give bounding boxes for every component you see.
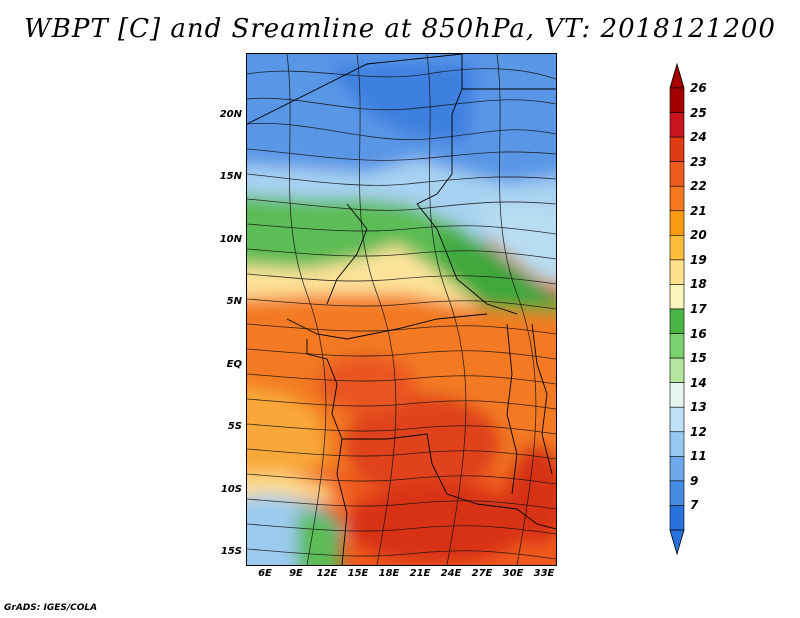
colorbar-swatch bbox=[669, 185, 685, 212]
colorbar-swatch bbox=[669, 456, 685, 482]
colorbar-swatch bbox=[669, 284, 685, 310]
colorbar-swatch bbox=[669, 406, 685, 433]
colorbar-level-label: 11 bbox=[690, 449, 707, 464]
lon-label-6e: 6E bbox=[258, 568, 272, 579]
colorbar-level-label: 17 bbox=[690, 302, 707, 316]
lat-label-5n: 5N bbox=[226, 296, 242, 307]
colorbar-bottom-arrow bbox=[669, 529, 685, 556]
colorbar-level-label: 24 bbox=[690, 130, 707, 145]
wbpt-field-map bbox=[247, 54, 556, 565]
colorbar-swatch bbox=[669, 382, 685, 408]
colorbar-swatch bbox=[669, 480, 685, 506]
colorbar-level-label: 12 bbox=[690, 424, 707, 439]
colorbar-top-arrow bbox=[669, 62, 685, 89]
lon-label-12e: 12E bbox=[316, 568, 338, 579]
lat-label-5s: 5S bbox=[227, 421, 242, 432]
colorbar-swatch bbox=[669, 259, 685, 285]
lon-label-15e: 15E bbox=[347, 568, 369, 579]
colorbar-level-label: 18 bbox=[690, 277, 707, 292]
colorbar-swatch bbox=[669, 161, 685, 187]
lat-label-20n: 20N bbox=[219, 109, 242, 120]
lat-label-10n: 10N bbox=[219, 234, 242, 245]
lat-label-10s: 10S bbox=[220, 484, 242, 495]
colorbar-level-label: 23 bbox=[690, 154, 707, 169]
lon-label-9e: 9E bbox=[289, 568, 303, 579]
colorbar-level-label: 16 bbox=[690, 326, 707, 341]
colorbar-swatch bbox=[669, 308, 685, 334]
lon-label-18e: 18E bbox=[378, 568, 400, 579]
colorbar-swatch bbox=[669, 112, 685, 138]
lon-label-30e: 30E bbox=[502, 568, 524, 579]
map-panel bbox=[246, 53, 557, 566]
colorbar-level-label: 13 bbox=[690, 400, 707, 415]
lat-label-15s: 15S bbox=[220, 546, 242, 557]
country-borders bbox=[247, 54, 556, 565]
colorbar-swatch bbox=[669, 357, 685, 383]
lon-label-24e: 24E bbox=[440, 568, 462, 579]
colorbar-level-label: 19 bbox=[690, 252, 707, 267]
lon-label-33e: 33E bbox=[533, 568, 555, 579]
colorbar-level-label: 20 bbox=[690, 228, 707, 243]
colorbar-swatch bbox=[669, 505, 685, 531]
colorbar-swatch bbox=[669, 431, 685, 457]
colorbar-swatch bbox=[669, 136, 685, 162]
colorbar-level-label: 14 bbox=[690, 375, 707, 390]
colorbar-level-label: 21 bbox=[690, 203, 707, 218]
lat-label-eq: EQ bbox=[226, 359, 242, 370]
grads-credit: GrADS: IGES/COLA bbox=[4, 603, 98, 613]
colorbar-level-label: 26 bbox=[690, 81, 707, 95]
lat-label-15n: 15N bbox=[219, 171, 242, 182]
colorbar-level-label: 7 bbox=[690, 498, 699, 513]
colorbar-swatch bbox=[669, 333, 685, 359]
colorbar-level-label: 22 bbox=[690, 179, 707, 194]
colorbar-level-label: 15 bbox=[690, 351, 707, 366]
lon-label-27e: 27E bbox=[471, 568, 493, 579]
map-title: WBPT [C] and Sreamline at 850hPa, VT: 20… bbox=[24, 14, 776, 44]
colorbar-swatch bbox=[669, 210, 685, 236]
colorbar-level-label: 9 bbox=[690, 473, 699, 488]
lon-label-21e: 21E bbox=[409, 568, 431, 579]
colorbar-swatch bbox=[669, 235, 685, 261]
streamlines bbox=[247, 54, 556, 565]
colorbar-swatch bbox=[669, 87, 685, 113]
colorbar-level-label: 25 bbox=[690, 105, 707, 120]
